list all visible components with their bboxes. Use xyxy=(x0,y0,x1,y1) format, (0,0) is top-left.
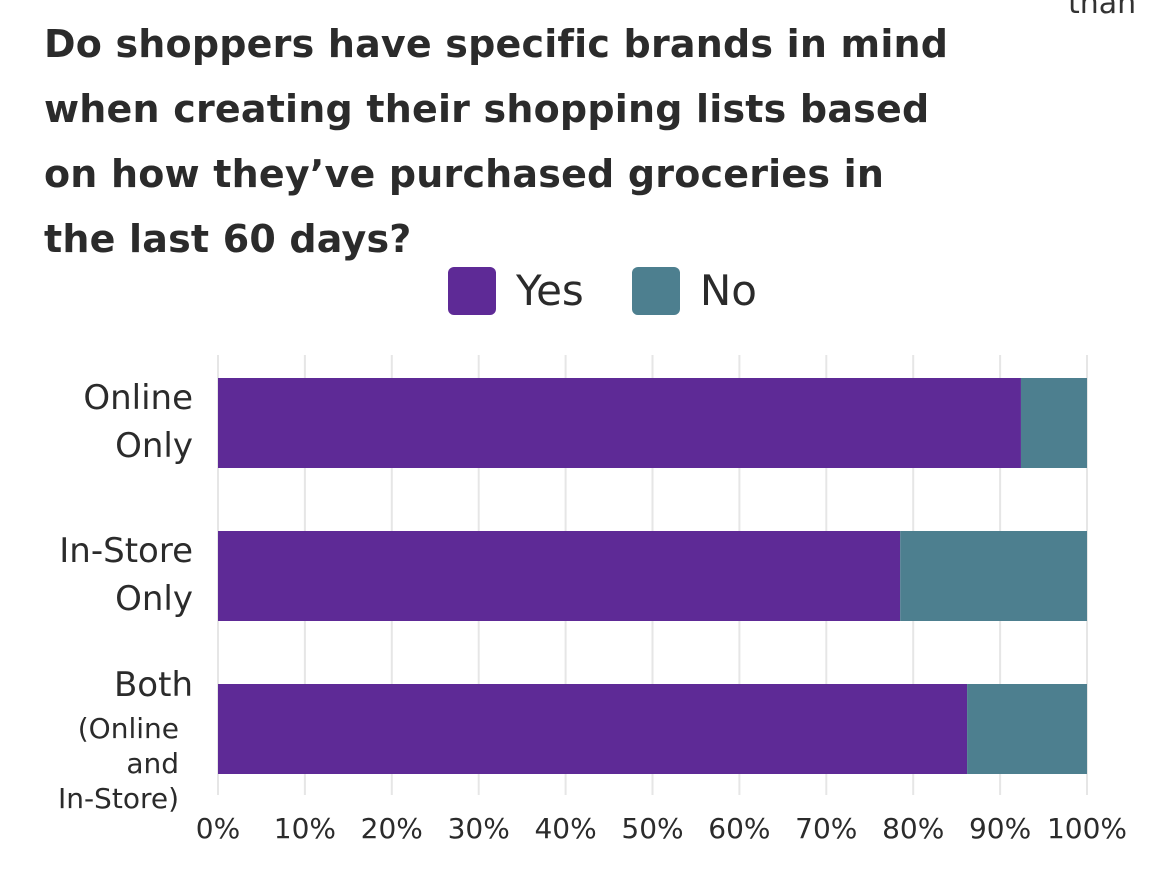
y-category-sublabel: (Online xyxy=(78,712,179,745)
x-tick-label: 80% xyxy=(882,812,944,845)
legend-swatch-yes xyxy=(448,266,496,315)
y-category-sublabel: and xyxy=(126,747,179,780)
y-category-sublabel: In-Store) xyxy=(58,782,179,815)
legend-label-yes: Yes xyxy=(516,266,584,315)
x-tick-label: 100% xyxy=(1047,812,1127,845)
x-tick-label: 50% xyxy=(621,812,683,845)
y-category-label: Online xyxy=(83,378,193,418)
bar-segment-no xyxy=(1020,378,1087,468)
legend-item-yes: Yes xyxy=(448,266,584,315)
x-tick-label: 30% xyxy=(448,812,510,845)
y-category-label: Only xyxy=(115,579,193,619)
bar-segment-yes xyxy=(218,531,901,621)
x-tick-label: 40% xyxy=(534,812,596,845)
x-tick-label: 10% xyxy=(274,812,336,845)
bar-segment-yes xyxy=(218,684,968,774)
x-tick-label: 20% xyxy=(361,812,423,845)
y-category-label: Both xyxy=(114,665,193,705)
x-tick-label: 90% xyxy=(969,812,1031,845)
x-tick-label: 70% xyxy=(795,812,857,845)
chart-legend: Yes No xyxy=(448,266,805,315)
chart-title: Do shoppers have specific brands in mind… xyxy=(44,22,949,261)
legend-item-no: No xyxy=(631,266,757,315)
y-category-label: In-Store xyxy=(59,531,193,571)
x-tick-label: 0% xyxy=(196,812,240,845)
x-tick-label: 60% xyxy=(708,812,770,845)
legend-swatch-no xyxy=(631,266,680,315)
cropped-corner-text: than xyxy=(1068,0,1137,21)
bar-segment-no xyxy=(967,684,1087,774)
y-category-label: Only xyxy=(115,426,193,466)
bar-segment-yes xyxy=(218,378,1021,468)
legend-label-no: No xyxy=(699,266,757,315)
bar-segment-no xyxy=(900,531,1087,621)
